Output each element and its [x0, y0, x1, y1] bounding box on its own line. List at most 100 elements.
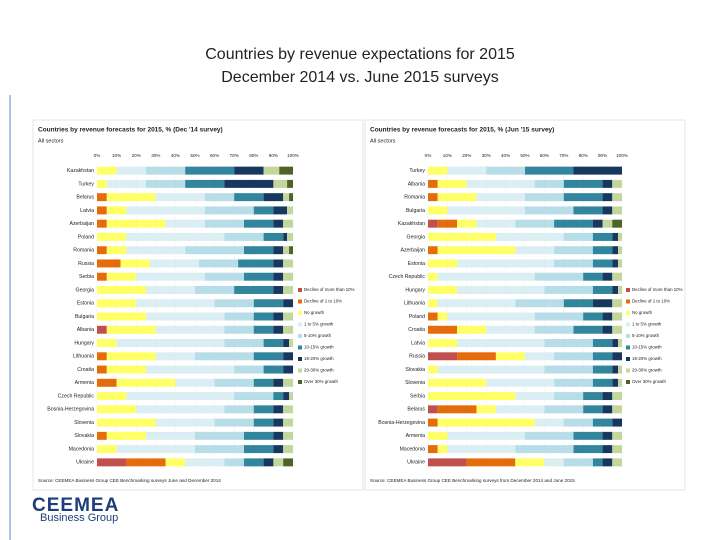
- bar-segment: [244, 445, 274, 454]
- chart-title: Countries by revenue forecasts for 2015,…: [370, 127, 554, 134]
- bar-segment: [283, 431, 293, 440]
- bar-segment: [592, 299, 613, 308]
- bar-segment: [283, 392, 290, 401]
- x-tick-label: 70%: [559, 153, 568, 158]
- bar-segment: [273, 405, 284, 414]
- bar-segment: [287, 206, 293, 215]
- bar-segment: [428, 166, 448, 175]
- bar-segment: [554, 392, 584, 401]
- bar-segment: [283, 458, 293, 467]
- bar-segment: [253, 206, 274, 215]
- bar-segment: [283, 219, 293, 228]
- bar-segment: [618, 339, 622, 347]
- bar-segment: [612, 325, 622, 334]
- bar-segment: [428, 219, 438, 228]
- bar-segment: [447, 445, 516, 454]
- bar-segment: [612, 206, 622, 215]
- bar-segment: [534, 325, 574, 334]
- bar-segment: [175, 378, 215, 387]
- bar-segment: [204, 219, 244, 228]
- bar-segment: [253, 405, 274, 414]
- x-tick-label: 70%: [230, 153, 239, 158]
- bar-segment: [612, 246, 619, 255]
- x-tick-label: 0%: [94, 153, 101, 158]
- bar-segment: [273, 272, 284, 281]
- logo-tagline: Business Group: [40, 512, 118, 524]
- bar-segment: [287, 232, 293, 241]
- x-tick-label: 20%: [462, 153, 471, 158]
- legend-swatch: [298, 357, 302, 361]
- legend-label: 1 to 5% growth: [632, 322, 662, 327]
- y-tick-label: Azerbaijan: [400, 248, 425, 254]
- x-tick-label: 60%: [210, 153, 219, 158]
- bar-segment: [612, 179, 622, 188]
- bar-segment: [224, 405, 254, 414]
- y-tick-label: Lithuania: [73, 354, 94, 360]
- y-tick-label: Bosnia-Herzegovina: [378, 420, 425, 426]
- bar-segment: [437, 246, 516, 255]
- bar-segment: [602, 431, 613, 440]
- bar-segment: [612, 193, 622, 202]
- bar-segment: [283, 365, 293, 374]
- legend-swatch: [298, 334, 302, 338]
- bar-segment: [97, 365, 107, 374]
- bar-segment: [563, 193, 603, 202]
- y-tick-label: Turkey: [78, 181, 94, 187]
- bar-segment: [583, 405, 603, 414]
- bar-segment: [106, 193, 156, 202]
- legend-label: Over 30% growth: [304, 379, 338, 384]
- legend-label: Over 30% growth: [632, 379, 666, 384]
- bar-segment: [273, 246, 284, 255]
- bar-segment: [149, 259, 199, 268]
- bar-segment: [602, 458, 613, 467]
- bar-segment: [106, 246, 127, 255]
- bar-segment: [185, 246, 244, 255]
- bar-segment: [602, 272, 613, 281]
- y-tick-label: Bulgaria: [75, 314, 94, 320]
- bar-segment: [126, 246, 186, 255]
- bar-segment: [283, 299, 293, 308]
- bar-segment: [185, 166, 235, 175]
- bar-segment: [428, 286, 458, 294]
- bar-segment: [612, 392, 622, 401]
- bar-segment: [573, 325, 603, 334]
- bar-segment: [155, 352, 195, 361]
- bar-segment: [437, 365, 545, 374]
- y-tick-label: Slovenia: [74, 420, 94, 426]
- bar-segment: [592, 339, 613, 347]
- bar-segment: [592, 246, 613, 255]
- x-tick-label: 40%: [501, 153, 510, 158]
- bar-segment: [97, 299, 137, 308]
- bar-segment: [544, 365, 593, 374]
- bar-segment: [146, 431, 195, 440]
- bar-segment: [97, 431, 107, 440]
- y-tick-label: Slovenia: [405, 380, 425, 386]
- bar-segment: [428, 392, 516, 401]
- legend-label: Decline of more than 10%: [632, 287, 683, 292]
- bar-segment: [466, 179, 535, 188]
- bar-segment: [457, 325, 487, 334]
- bar-segment: [155, 325, 225, 334]
- bar-segment: [612, 272, 622, 281]
- bar-segment: [428, 272, 438, 281]
- bar-segment: [273, 458, 284, 467]
- bar-segment: [592, 365, 613, 374]
- bar-segment: [116, 339, 225, 347]
- bar-segment: [428, 246, 438, 255]
- bar-segment: [428, 299, 438, 308]
- x-tick-label: 90%: [269, 153, 278, 158]
- bar-segment: [534, 179, 564, 188]
- bar-segment: [273, 179, 288, 188]
- bar-segment: [573, 431, 603, 440]
- bar-segment: [97, 378, 117, 387]
- bar-segment: [97, 179, 107, 188]
- bar-segment: [204, 272, 244, 281]
- bar-segment: [554, 219, 593, 228]
- bar-segment: [136, 405, 225, 414]
- bar-segment: [136, 299, 215, 308]
- y-tick-label: Croatia: [77, 367, 94, 373]
- legend-label: Decline of more than 10%: [304, 287, 355, 292]
- legend-label: Decline of 1 to 10%: [632, 299, 670, 304]
- bar-segment: [428, 352, 458, 361]
- bar-segment: [224, 179, 274, 188]
